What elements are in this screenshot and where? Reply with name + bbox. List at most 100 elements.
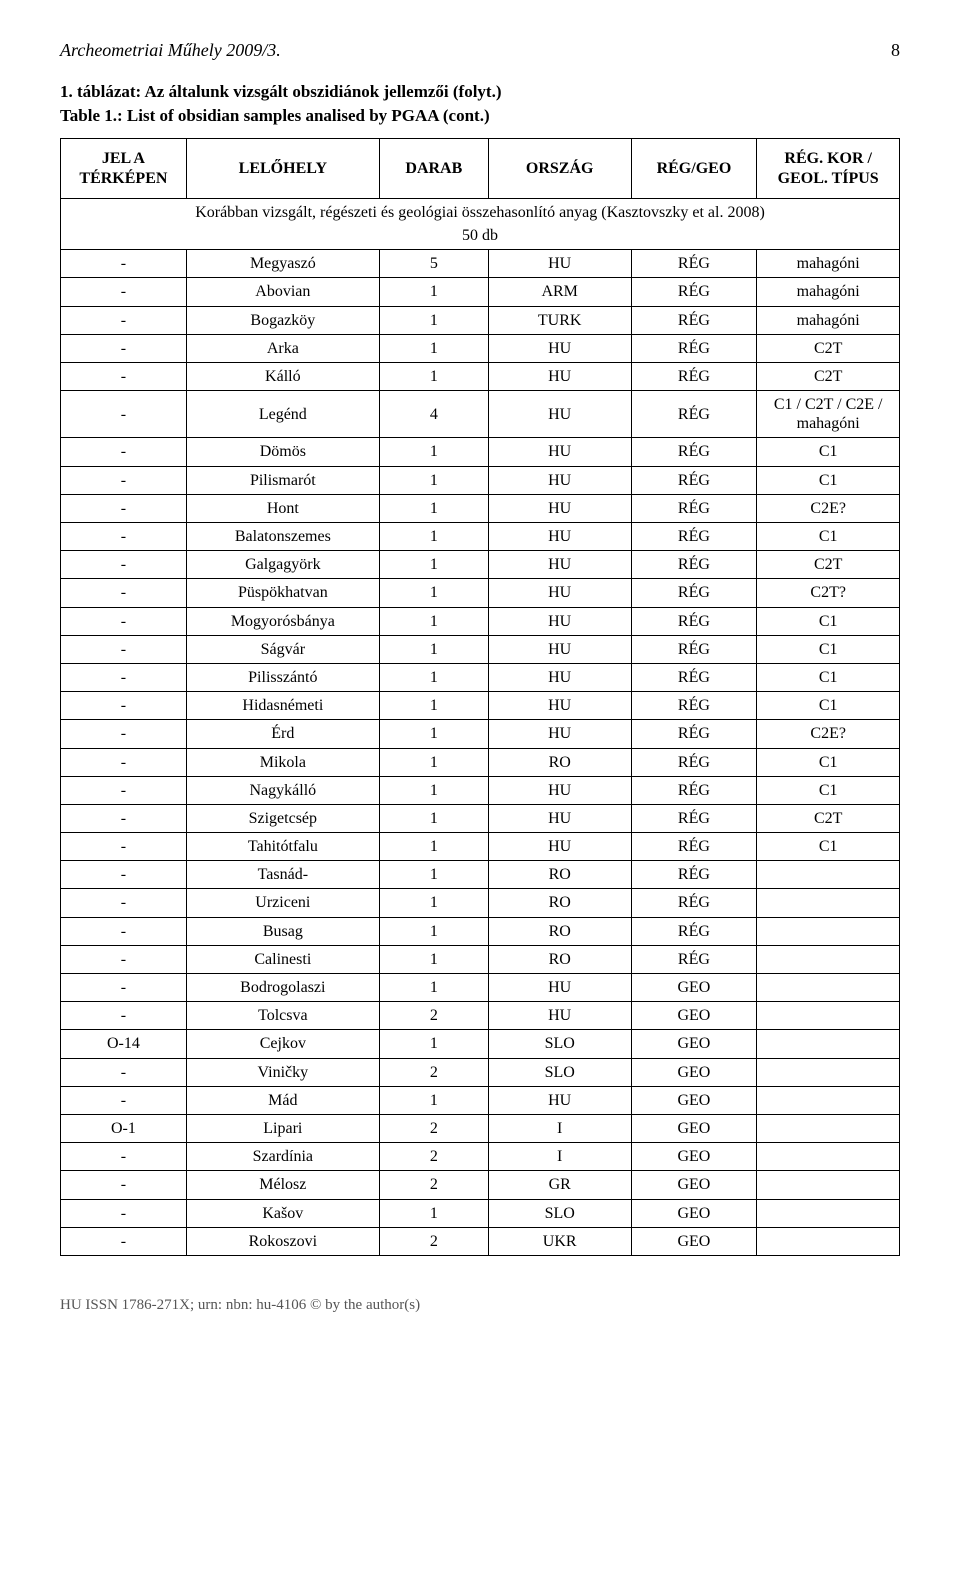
table-cell: - xyxy=(61,917,187,945)
table-cell: RÉG xyxy=(631,635,757,663)
table-cell: HU xyxy=(488,466,631,494)
table-cell: HU xyxy=(488,974,631,1002)
table-cell: Hidasnémeti xyxy=(186,692,379,720)
caption-hu: 1. táblázat: Az általunk vizsgált obszid… xyxy=(60,82,900,102)
table-cell: - xyxy=(61,607,187,635)
table-cell: 2 xyxy=(379,1058,488,1086)
table-cell: RÉG xyxy=(631,438,757,466)
table-cell: 1 xyxy=(379,748,488,776)
table-cell: 1 xyxy=(379,945,488,973)
table-cell: C1 xyxy=(757,466,900,494)
page-number: 8 xyxy=(891,40,900,62)
table-cell: C2T? xyxy=(757,579,900,607)
table-cell: RÉG xyxy=(631,776,757,804)
table-cell xyxy=(757,1086,900,1114)
table-cell: HU xyxy=(488,523,631,551)
samples-table: JEL A TÉRKÉPEN LELŐHELY DARAB ORSZÁG RÉG… xyxy=(60,138,900,1256)
th-reggeo: RÉG/GEO xyxy=(631,139,757,198)
table-row: -Balatonszemes1HURÉGC1 xyxy=(61,523,900,551)
table-cell: mahagóni xyxy=(757,250,900,278)
table-cell: Szardínia xyxy=(186,1143,379,1171)
table-cell: GEO xyxy=(631,1086,757,1114)
table-cell: 1 xyxy=(379,720,488,748)
table-cell: RO xyxy=(488,917,631,945)
table-cell: C1 xyxy=(757,663,900,691)
table-row: -Legénd4HURÉGC1 / C2T / C2E / mahagóni xyxy=(61,391,900,438)
table-cell xyxy=(757,1030,900,1058)
table-cell xyxy=(757,1058,900,1086)
table-cell: HU xyxy=(488,362,631,390)
table-cell: 1 xyxy=(379,804,488,832)
table-cell: 1 xyxy=(379,607,488,635)
table-cell: GEO xyxy=(631,1143,757,1171)
table-row: -Mád1HUGEO xyxy=(61,1086,900,1114)
table-cell: Arka xyxy=(186,334,379,362)
table-cell: Mogyorósbánya xyxy=(186,607,379,635)
table-cell: - xyxy=(61,551,187,579)
table-cell xyxy=(757,1143,900,1171)
table-cell: Pilismarót xyxy=(186,466,379,494)
table-cell: HU xyxy=(488,579,631,607)
table-cell: 2 xyxy=(379,1227,488,1255)
table-cell: - xyxy=(61,833,187,861)
table-row: -Pilisszántó1HURÉGC1 xyxy=(61,663,900,691)
table-cell: RÉG xyxy=(631,861,757,889)
table-row: -Tahitótfalu1HURÉGC1 xyxy=(61,833,900,861)
table-cell: HU xyxy=(488,494,631,522)
table-cell: HU xyxy=(488,334,631,362)
table-row: -Megyaszó5HURÉGmahagóni xyxy=(61,250,900,278)
table-cell: GEO xyxy=(631,1002,757,1030)
table-cell: Szigetcsép xyxy=(186,804,379,832)
table-cell: - xyxy=(61,974,187,1002)
table-cell: C1 xyxy=(757,438,900,466)
table-cell: TURK xyxy=(488,306,631,334)
table-cell: - xyxy=(61,748,187,776)
table-row: -Mélosz2GRGEO xyxy=(61,1171,900,1199)
table-cell: RÉG xyxy=(631,494,757,522)
table-cell: - xyxy=(61,692,187,720)
table-cell: RÉG xyxy=(631,720,757,748)
table-cell: Bogazköy xyxy=(186,306,379,334)
table-cell: C1 xyxy=(757,635,900,663)
table-cell: 1 xyxy=(379,579,488,607)
table-cell: 1 xyxy=(379,1199,488,1227)
table-cell: - xyxy=(61,306,187,334)
table-cell: C1 xyxy=(757,607,900,635)
table-cell: C1 xyxy=(757,748,900,776)
table-row: -Abovian1ARMRÉGmahagóni xyxy=(61,278,900,306)
table-cell: 2 xyxy=(379,1114,488,1142)
table-cell: I xyxy=(488,1114,631,1142)
table-cell: RO xyxy=(488,889,631,917)
table-cell: - xyxy=(61,861,187,889)
caption-en: Table 1.: List of obsidian samples anali… xyxy=(60,106,900,126)
table-cell: - xyxy=(61,250,187,278)
table-cell: HU xyxy=(488,607,631,635)
table-row: -Ságvár1HURÉGC1 xyxy=(61,635,900,663)
table-cell: Legénd xyxy=(186,391,379,438)
table-cell xyxy=(757,1227,900,1255)
table-cell: - xyxy=(61,334,187,362)
table-cell: RÉG xyxy=(631,579,757,607)
table-cell: I xyxy=(488,1143,631,1171)
table-cell: - xyxy=(61,362,187,390)
th-tipus: RÉG. KOR / GEOL. TÍPUS xyxy=(757,139,900,198)
table-cell: - xyxy=(61,663,187,691)
table-cell: - xyxy=(61,278,187,306)
table-cell: Lipari xyxy=(186,1114,379,1142)
table-cell: - xyxy=(61,438,187,466)
table-cell: C2T xyxy=(757,551,900,579)
table-cell: - xyxy=(61,1171,187,1199)
table-cell: GEO xyxy=(631,1199,757,1227)
table-cell: Hont xyxy=(186,494,379,522)
table-subheader-row: Korábban vizsgált, régészeti és geológia… xyxy=(61,198,900,249)
table-cell: - xyxy=(61,945,187,973)
table-cell: HU xyxy=(488,635,631,663)
table-cell: - xyxy=(61,804,187,832)
table-cell: Mád xyxy=(186,1086,379,1114)
table-cell: 1 xyxy=(379,306,488,334)
table-cell: 1 xyxy=(379,362,488,390)
table-row: -Calinesti1RORÉG xyxy=(61,945,900,973)
table-cell: RÉG xyxy=(631,945,757,973)
table-cell: C2E? xyxy=(757,720,900,748)
subheader-qty: 50 db xyxy=(67,226,893,245)
